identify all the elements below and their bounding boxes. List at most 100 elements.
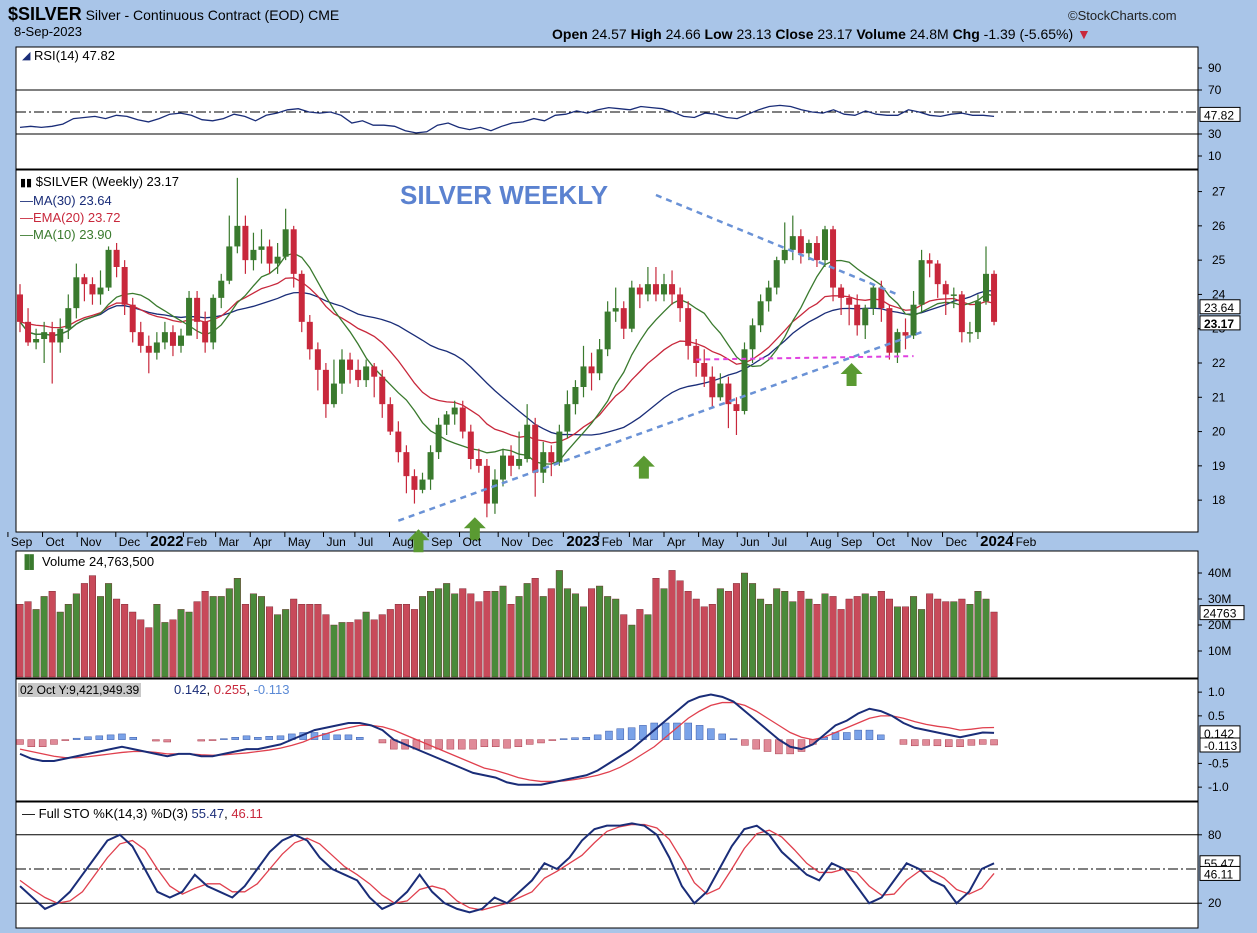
macd-histogram-bar — [106, 734, 115, 740]
vol-tick-label: 20M — [1208, 618, 1231, 632]
sto-panel — [15, 801, 1199, 929]
candle-body — [878, 287, 885, 309]
volume-bar — [853, 596, 861, 678]
candle-body — [443, 414, 450, 425]
candle-body — [677, 294, 684, 309]
volume-bar — [402, 604, 410, 678]
macd-histogram-bar — [877, 734, 885, 740]
volume-bar — [96, 596, 104, 678]
open-value: 24.57 — [591, 26, 627, 42]
volume-bar — [88, 575, 96, 678]
x-tick-label: Feb — [1016, 535, 1037, 549]
trendline-support — [397, 330, 923, 522]
macd-histogram-bar — [571, 737, 579, 740]
macd-histogram-bar — [922, 739, 930, 746]
price-last-label: 23.64 — [1204, 301, 1234, 315]
x-tick-label: Mar — [632, 535, 653, 549]
rsi-plot: 10 30 70 90 47.82 — [16, 61, 1241, 163]
x-tick-label: Feb — [186, 535, 207, 549]
candle-body — [540, 452, 547, 473]
macd-tick-label: -0.5 — [1208, 756, 1229, 770]
volume-bar — [893, 606, 901, 678]
volume-bar — [757, 598, 765, 678]
candle-body — [765, 287, 772, 302]
volume-bar — [266, 606, 274, 678]
volume-bar — [877, 591, 885, 678]
volume-bar — [177, 609, 185, 678]
x-tick-label: Nov — [911, 535, 932, 549]
close-value: 23.17 — [817, 26, 853, 42]
candle-body — [709, 376, 716, 398]
x-tick-label: Sep — [841, 535, 863, 549]
candle-body — [813, 243, 820, 261]
macd-values: 0.142, 0.255, -0.113 — [174, 682, 290, 697]
rsi-tick-label: 10 — [1208, 149, 1222, 163]
candle-body — [483, 465, 490, 504]
volume-bar — [918, 609, 926, 678]
candle-body — [339, 359, 345, 384]
macd-histogram-bar — [446, 739, 455, 750]
price-tick-label: 27 — [1212, 185, 1226, 199]
candle-body — [942, 284, 949, 295]
x-tick-label: Aug — [810, 535, 831, 549]
volume-bar — [241, 604, 249, 678]
macd-histogram-bar — [491, 739, 500, 747]
candle-body — [355, 369, 362, 381]
volume-bar — [644, 614, 652, 678]
candle-body — [379, 376, 386, 405]
candle-body — [306, 321, 313, 350]
x-tick-label: Oct — [876, 535, 895, 549]
volume-bar — [515, 596, 523, 678]
candle-body — [741, 349, 748, 411]
macd-histogram-bar — [457, 739, 466, 750]
legend-ma10-label: MA(10) 23.90 — [33, 227, 112, 242]
macd-histogram-bar — [854, 729, 862, 740]
rsi-last-box — [1199, 106, 1241, 122]
high-label: High — [630, 26, 662, 42]
x-tick-label: Apr — [667, 535, 686, 549]
candle-body — [797, 236, 804, 254]
candle-body — [644, 284, 651, 295]
vol-tick-label: 10M — [1208, 644, 1231, 658]
volume-bar — [966, 604, 974, 678]
volume-bar — [765, 604, 773, 678]
candle-body — [524, 424, 531, 459]
volume-bar — [169, 619, 177, 678]
rsi-line — [19, 104, 995, 134]
sto-tick-label: 20 — [1208, 896, 1222, 910]
volume-bar — [410, 609, 418, 678]
sto-d-value: 46.11 — [231, 806, 263, 821]
candle-body — [451, 407, 458, 415]
volume-bar — [668, 570, 676, 678]
candle-body — [475, 459, 482, 466]
candle-body — [65, 308, 72, 329]
vol-tick-label: 30M — [1208, 592, 1231, 606]
candle-body — [918, 260, 925, 305]
candle-body — [202, 321, 209, 343]
macd-histogram-bar — [208, 739, 217, 741]
volume-bar — [724, 591, 732, 678]
candle-body — [137, 332, 144, 346]
volume-bar — [209, 596, 217, 678]
volume-bar — [861, 593, 869, 678]
volume-bar — [298, 604, 306, 678]
candle-body — [491, 479, 498, 504]
macd-histogram-bar — [84, 736, 92, 740]
volume-bar — [24, 601, 32, 678]
volume-bar — [684, 591, 692, 678]
vol-last-box — [1199, 605, 1245, 621]
macd-histogram-bar — [50, 739, 58, 745]
x-tick-label: Sep — [11, 535, 33, 549]
rsi-last-label: 47.82 — [1204, 108, 1234, 122]
volume-bar — [314, 604, 322, 678]
candle-body — [210, 297, 217, 343]
macd-histogram-bar — [627, 727, 636, 740]
volume-bar — [926, 593, 934, 678]
legend-ema20-label: EMA(20) 23.72 — [33, 210, 121, 225]
volume-bar — [958, 598, 966, 678]
volume-bar — [523, 583, 531, 678]
candle-body — [886, 308, 893, 353]
volume-bar — [628, 624, 636, 678]
up-arrow-icon — [463, 517, 486, 541]
